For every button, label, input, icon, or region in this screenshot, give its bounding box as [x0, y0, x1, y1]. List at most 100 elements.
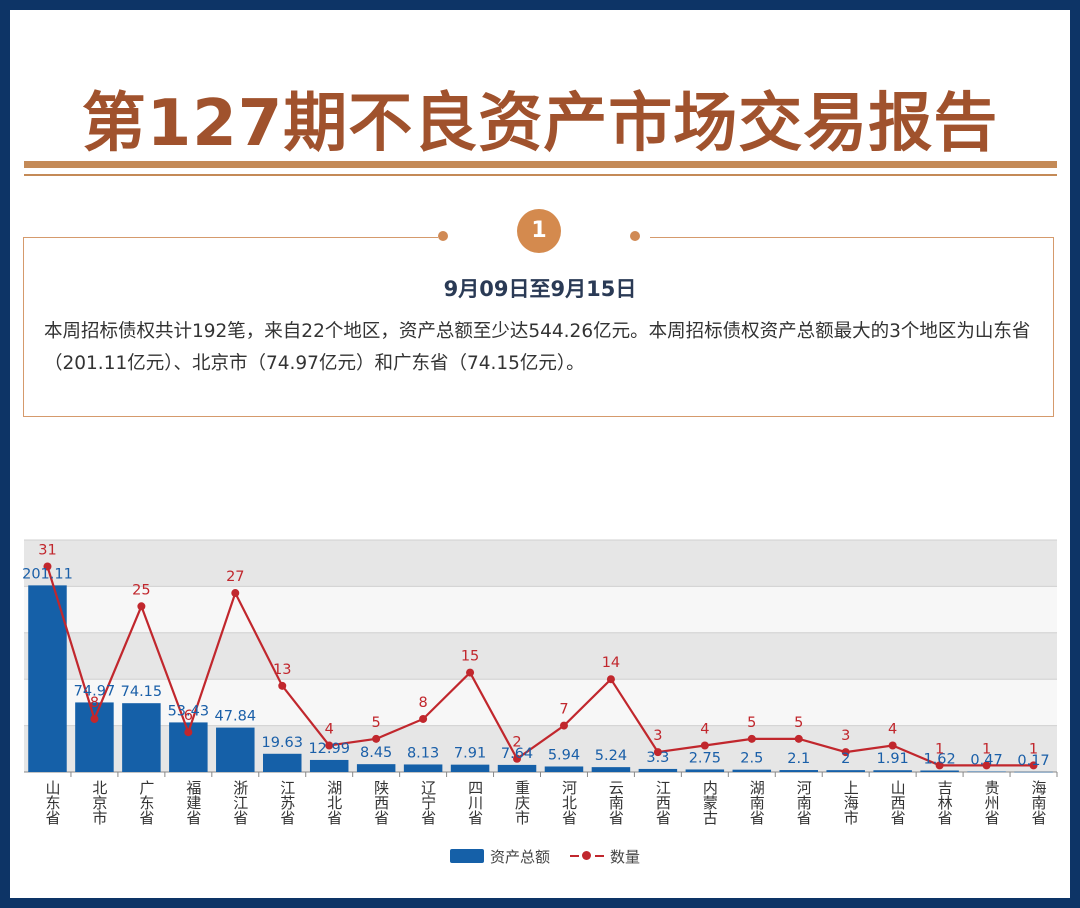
- bar-value-label: 1.62: [923, 751, 955, 767]
- category-label-吉林省: 吉林省: [936, 780, 954, 825]
- bar-重庆市: [497, 764, 537, 772]
- category-label-江苏省: 江苏省: [278, 780, 296, 825]
- bar-value-label: 0.17: [1017, 753, 1049, 769]
- ornament-dot-left: [438, 231, 448, 241]
- bar-value-label: 7.64: [501, 746, 533, 762]
- bar-云南省: [591, 767, 631, 772]
- count-point-四川省: [466, 668, 475, 677]
- category-label-江西省: 江西省: [654, 780, 672, 825]
- bar-浙江省: [216, 727, 255, 772]
- bar-value-label: 201.11: [22, 566, 73, 582]
- count-point-山西省: [888, 741, 897, 750]
- bar-value-label: 74.15: [121, 684, 163, 700]
- bar-value-label: 7.91: [454, 746, 486, 762]
- summary-text: 本周招标债权共计192笔，来自22个地区，资产总额至少达544.26亿元。本周招…: [44, 321, 1031, 374]
- count-value-label: 27: [226, 569, 244, 585]
- count-point-重庆市: [513, 754, 522, 763]
- count-value-label: 14: [602, 655, 620, 671]
- category-label-四川省: 四川省: [466, 780, 484, 825]
- category-label-重庆市: 重庆市: [513, 780, 531, 825]
- count-point-海南省: [1029, 761, 1038, 770]
- bar-北京市: [75, 702, 114, 772]
- bar-value-label: 1.91: [877, 751, 909, 767]
- bar-value-label: 5.94: [548, 747, 580, 763]
- bar-value-label: 74.97: [74, 683, 116, 699]
- bar-江苏省: [262, 753, 302, 772]
- count-value-label: 1: [982, 741, 991, 757]
- count-value-label: 5: [747, 715, 756, 731]
- bar-河南省: [779, 770, 819, 772]
- count-value-label: 4: [325, 721, 334, 737]
- bar-广东省: [122, 703, 161, 772]
- category-label-河北省: 河北省: [560, 780, 578, 825]
- count-value-label: 8: [90, 695, 99, 711]
- count-value-label: 1: [935, 741, 944, 757]
- category-label-湖南省: 湖南省: [748, 780, 766, 825]
- count-value-label: 4: [888, 721, 897, 737]
- count-point-辽宁省: [419, 714, 428, 723]
- bar-辽宁省: [403, 764, 443, 772]
- count-point-河北省: [559, 721, 568, 730]
- bar-吉林省: [920, 770, 959, 772]
- bar-value-label: 47.84: [215, 709, 257, 725]
- count-value-label: 25: [132, 582, 150, 598]
- count-value-label: 31: [38, 543, 56, 559]
- count-line: [46, 566, 1034, 767]
- bar-value-label: 53.43: [168, 703, 210, 719]
- count-value-label: 13: [273, 662, 291, 678]
- bar-贵州省: [967, 771, 1006, 773]
- count-point-湖南省: [747, 734, 756, 743]
- count-point-广东省: [137, 602, 146, 611]
- bar-value-label: 5.24: [595, 748, 627, 764]
- count-point-河南省: [794, 734, 803, 743]
- bar-江西省: [638, 768, 678, 772]
- bar-海南省: [1014, 771, 1053, 773]
- ornament-dot-right: [630, 231, 640, 241]
- category-label-贵州省: 贵州省: [983, 780, 1001, 825]
- legend-line-dot: [582, 851, 591, 860]
- bar-value-label: 12.99: [308, 741, 350, 757]
- count-point-浙江省: [231, 589, 240, 598]
- category-label-海南省: 海南省: [1030, 780, 1048, 825]
- count-value-label: 2: [512, 735, 521, 751]
- bar-湖北省: [309, 759, 349, 772]
- bar-value-label: 2.75: [689, 750, 721, 766]
- category-label-湖北省: 湖北省: [325, 780, 343, 825]
- bar-value-label: 8.13: [407, 745, 439, 761]
- section-number-badge: 1: [517, 209, 561, 253]
- bar-湖南省: [732, 769, 772, 772]
- count-value-label: 15: [461, 649, 479, 665]
- bar-value-label: 19.63: [261, 735, 303, 751]
- title-divider-thin: [24, 174, 1057, 176]
- count-point-上海市: [841, 748, 850, 757]
- category-label-浙江省: 浙江省: [231, 780, 249, 825]
- bar-陕西省: [356, 764, 396, 772]
- count-point-北京市: [90, 714, 99, 723]
- category-label-山东省: 山东省: [43, 780, 61, 825]
- bar-value-label: 0.47: [970, 753, 1002, 769]
- count-value-label: 7: [559, 702, 568, 718]
- category-label-辽宁省: 辽宁省: [419, 780, 437, 825]
- bar-value-label: 2: [841, 751, 850, 767]
- count-point-云南省: [606, 675, 615, 684]
- date-range: 9月09日至9月15日: [443, 277, 637, 301]
- bar-山西省: [873, 770, 912, 772]
- count-point-贵州省: [982, 761, 991, 770]
- grid-band: [24, 679, 1057, 726]
- count-point-内蒙古: [700, 741, 709, 750]
- legend-bar-label: 资产总额: [490, 848, 551, 866]
- bar-value-label: 3.3: [646, 750, 669, 766]
- grid-band: [24, 540, 1057, 587]
- category-label-福建省: 福建省: [184, 780, 202, 825]
- count-value-label: 5: [372, 715, 381, 731]
- count-value-label: 3: [653, 728, 662, 744]
- category-label-陕西省: 陕西省: [372, 780, 390, 825]
- grid-band: [24, 586, 1057, 633]
- legend-line-swatch: [570, 855, 604, 857]
- legend-bar-swatch: [450, 849, 484, 863]
- bar-山东省: [28, 585, 67, 772]
- bar-value-label: 8.45: [360, 745, 392, 761]
- count-point-陕西省: [372, 734, 381, 743]
- report-page: 第127期不良资产市场交易报告 1 9月09日至9月15日 本周招标债权共计19…: [10, 10, 1070, 898]
